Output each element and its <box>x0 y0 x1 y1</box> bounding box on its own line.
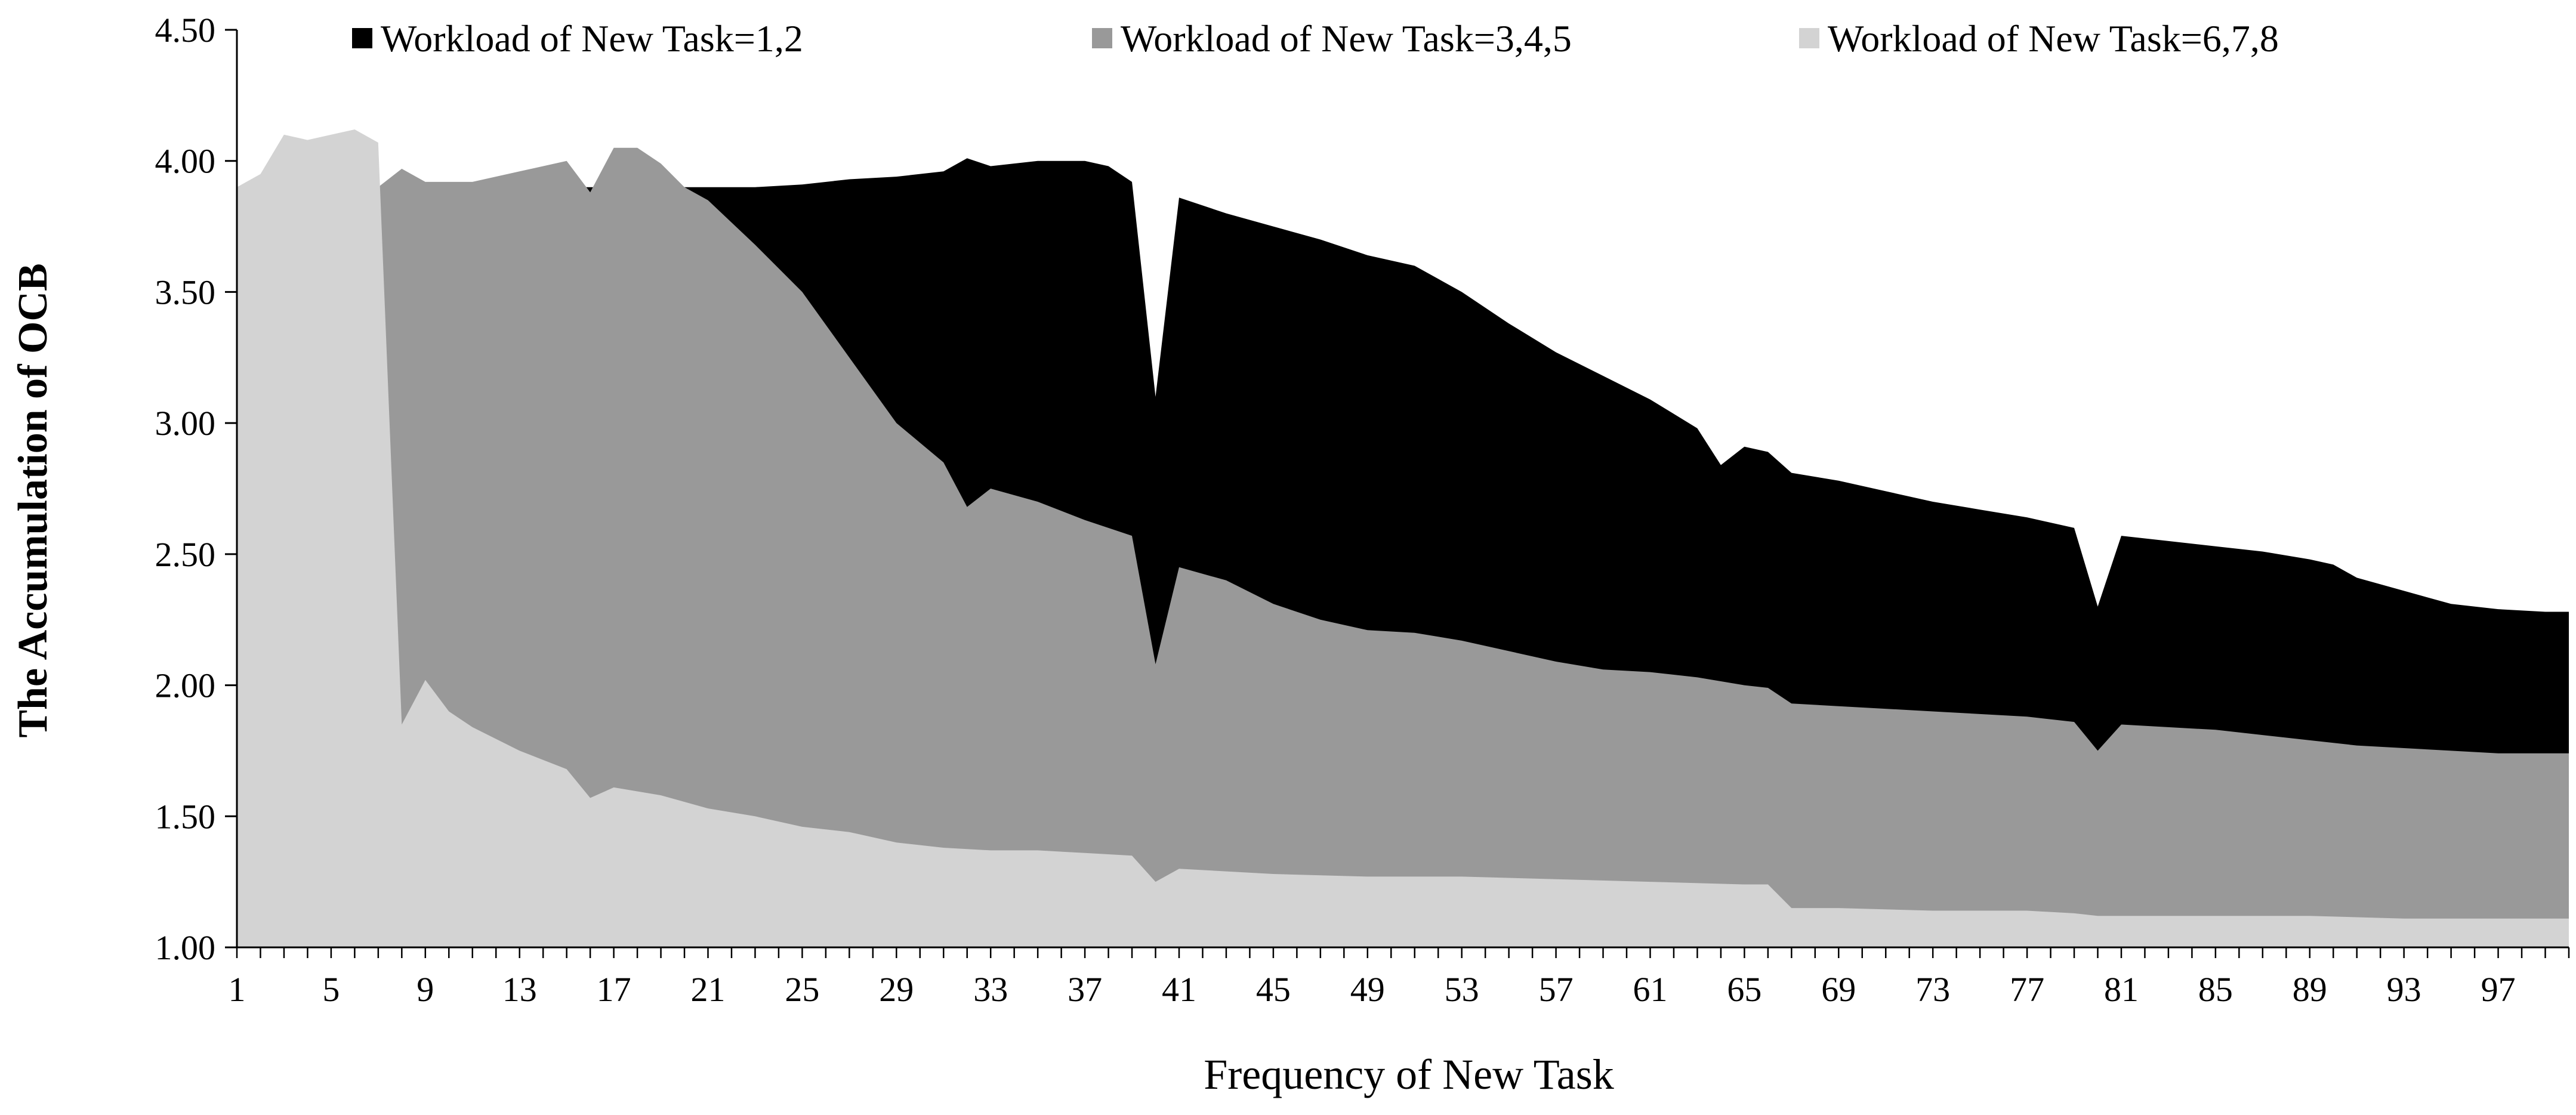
legend-label-2: Workload of New Task=3,4,5 <box>1121 17 1572 60</box>
x-tick-label: 61 <box>1633 970 1667 1009</box>
series-area-3 <box>237 129 2569 947</box>
x-tick-label: 37 <box>1068 970 1102 1009</box>
x-tick-label: 53 <box>1445 970 1479 1009</box>
x-tick-label: 89 <box>2293 970 2327 1009</box>
x-tick-label: 25 <box>785 970 819 1009</box>
y-tick-labels: 1.00 1.50 2.00 2.50 3.00 3.50 4.00 4.50 <box>155 11 216 967</box>
series-area-2 <box>237 147 2569 948</box>
x-tick-label: 45 <box>1256 970 1291 1009</box>
x-tick-label: 73 <box>1915 970 1950 1009</box>
x-tick-label: 97 <box>2481 970 2516 1009</box>
x-tick-label: 81 <box>2104 970 2139 1009</box>
y-tick-label: 2.00 <box>155 666 216 705</box>
legend-label-1: Workload of New Task=1,2 <box>381 17 803 60</box>
y-tick-label: 1.00 <box>155 928 216 967</box>
x-tick-label: 21 <box>690 970 725 1009</box>
y-axis-title: The Accumulation of OCB <box>10 263 56 737</box>
y-tick-label: 2.50 <box>155 535 216 574</box>
legend-swatch-3 <box>1799 28 1819 48</box>
axes <box>225 29 2570 958</box>
x-tick-label: 5 <box>322 970 340 1009</box>
x-tick-label: 77 <box>2010 970 2044 1009</box>
x-tick-label: 69 <box>1821 970 1856 1009</box>
x-tick-label: 29 <box>879 970 914 1009</box>
series-areas <box>237 129 2569 948</box>
x-tick-label: 9 <box>417 970 434 1009</box>
x-tick-label: 41 <box>1162 970 1196 1009</box>
y-tick-label: 3.00 <box>155 404 216 443</box>
y-tick-label: 1.50 <box>155 797 216 836</box>
x-tick-label: 13 <box>502 970 537 1009</box>
legend-swatch-1 <box>352 28 372 48</box>
x-tick-label: 65 <box>1727 970 1761 1009</box>
legend-swatch-2 <box>1092 28 1112 48</box>
x-tick-label: 57 <box>1539 970 1574 1009</box>
x-tick-label: 17 <box>597 970 631 1009</box>
x-tick-label: 1 <box>229 970 246 1009</box>
x-tick-labels: 1 5 9 13 17 21 25 29 33 37 41 45 49 53 57 61 65 69 73 77 81 8… <box>229 970 2516 1009</box>
x-tick-label: 93 <box>2387 970 2421 1009</box>
y-tick-label: 3.50 <box>155 273 216 311</box>
x-tick-label: 85 <box>2198 970 2233 1009</box>
x-axis-title: Frequency of New Task <box>1204 1051 1614 1098</box>
legend: Workload of New Task=1,2 Workload of New … <box>352 17 2279 60</box>
y-tick-label: 4.00 <box>155 142 216 181</box>
x-tick-label: 49 <box>1350 970 1385 1009</box>
y-tick-label: 4.50 <box>155 11 216 50</box>
legend-label-3: Workload of New Task=6,7,8 <box>1828 17 2279 60</box>
x-tick-label: 33 <box>973 970 1008 1009</box>
